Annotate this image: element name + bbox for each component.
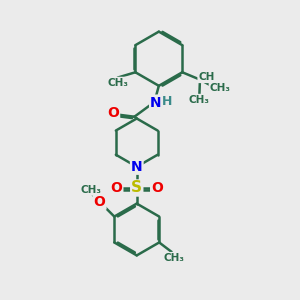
Text: CH₃: CH₃ [81, 185, 102, 195]
Text: CH₃: CH₃ [189, 95, 210, 105]
Text: O: O [151, 181, 163, 195]
Text: CH₃: CH₃ [164, 253, 184, 263]
Text: O: O [107, 106, 119, 120]
Text: N: N [150, 96, 162, 110]
Text: O: O [94, 195, 106, 209]
Text: H: H [162, 95, 172, 108]
Text: N: N [131, 160, 142, 174]
Text: CH₃: CH₃ [209, 83, 230, 94]
Text: CH: CH [198, 72, 214, 82]
Text: CH₃: CH₃ [107, 78, 128, 88]
Text: O: O [110, 181, 122, 195]
Text: S: S [131, 181, 142, 196]
